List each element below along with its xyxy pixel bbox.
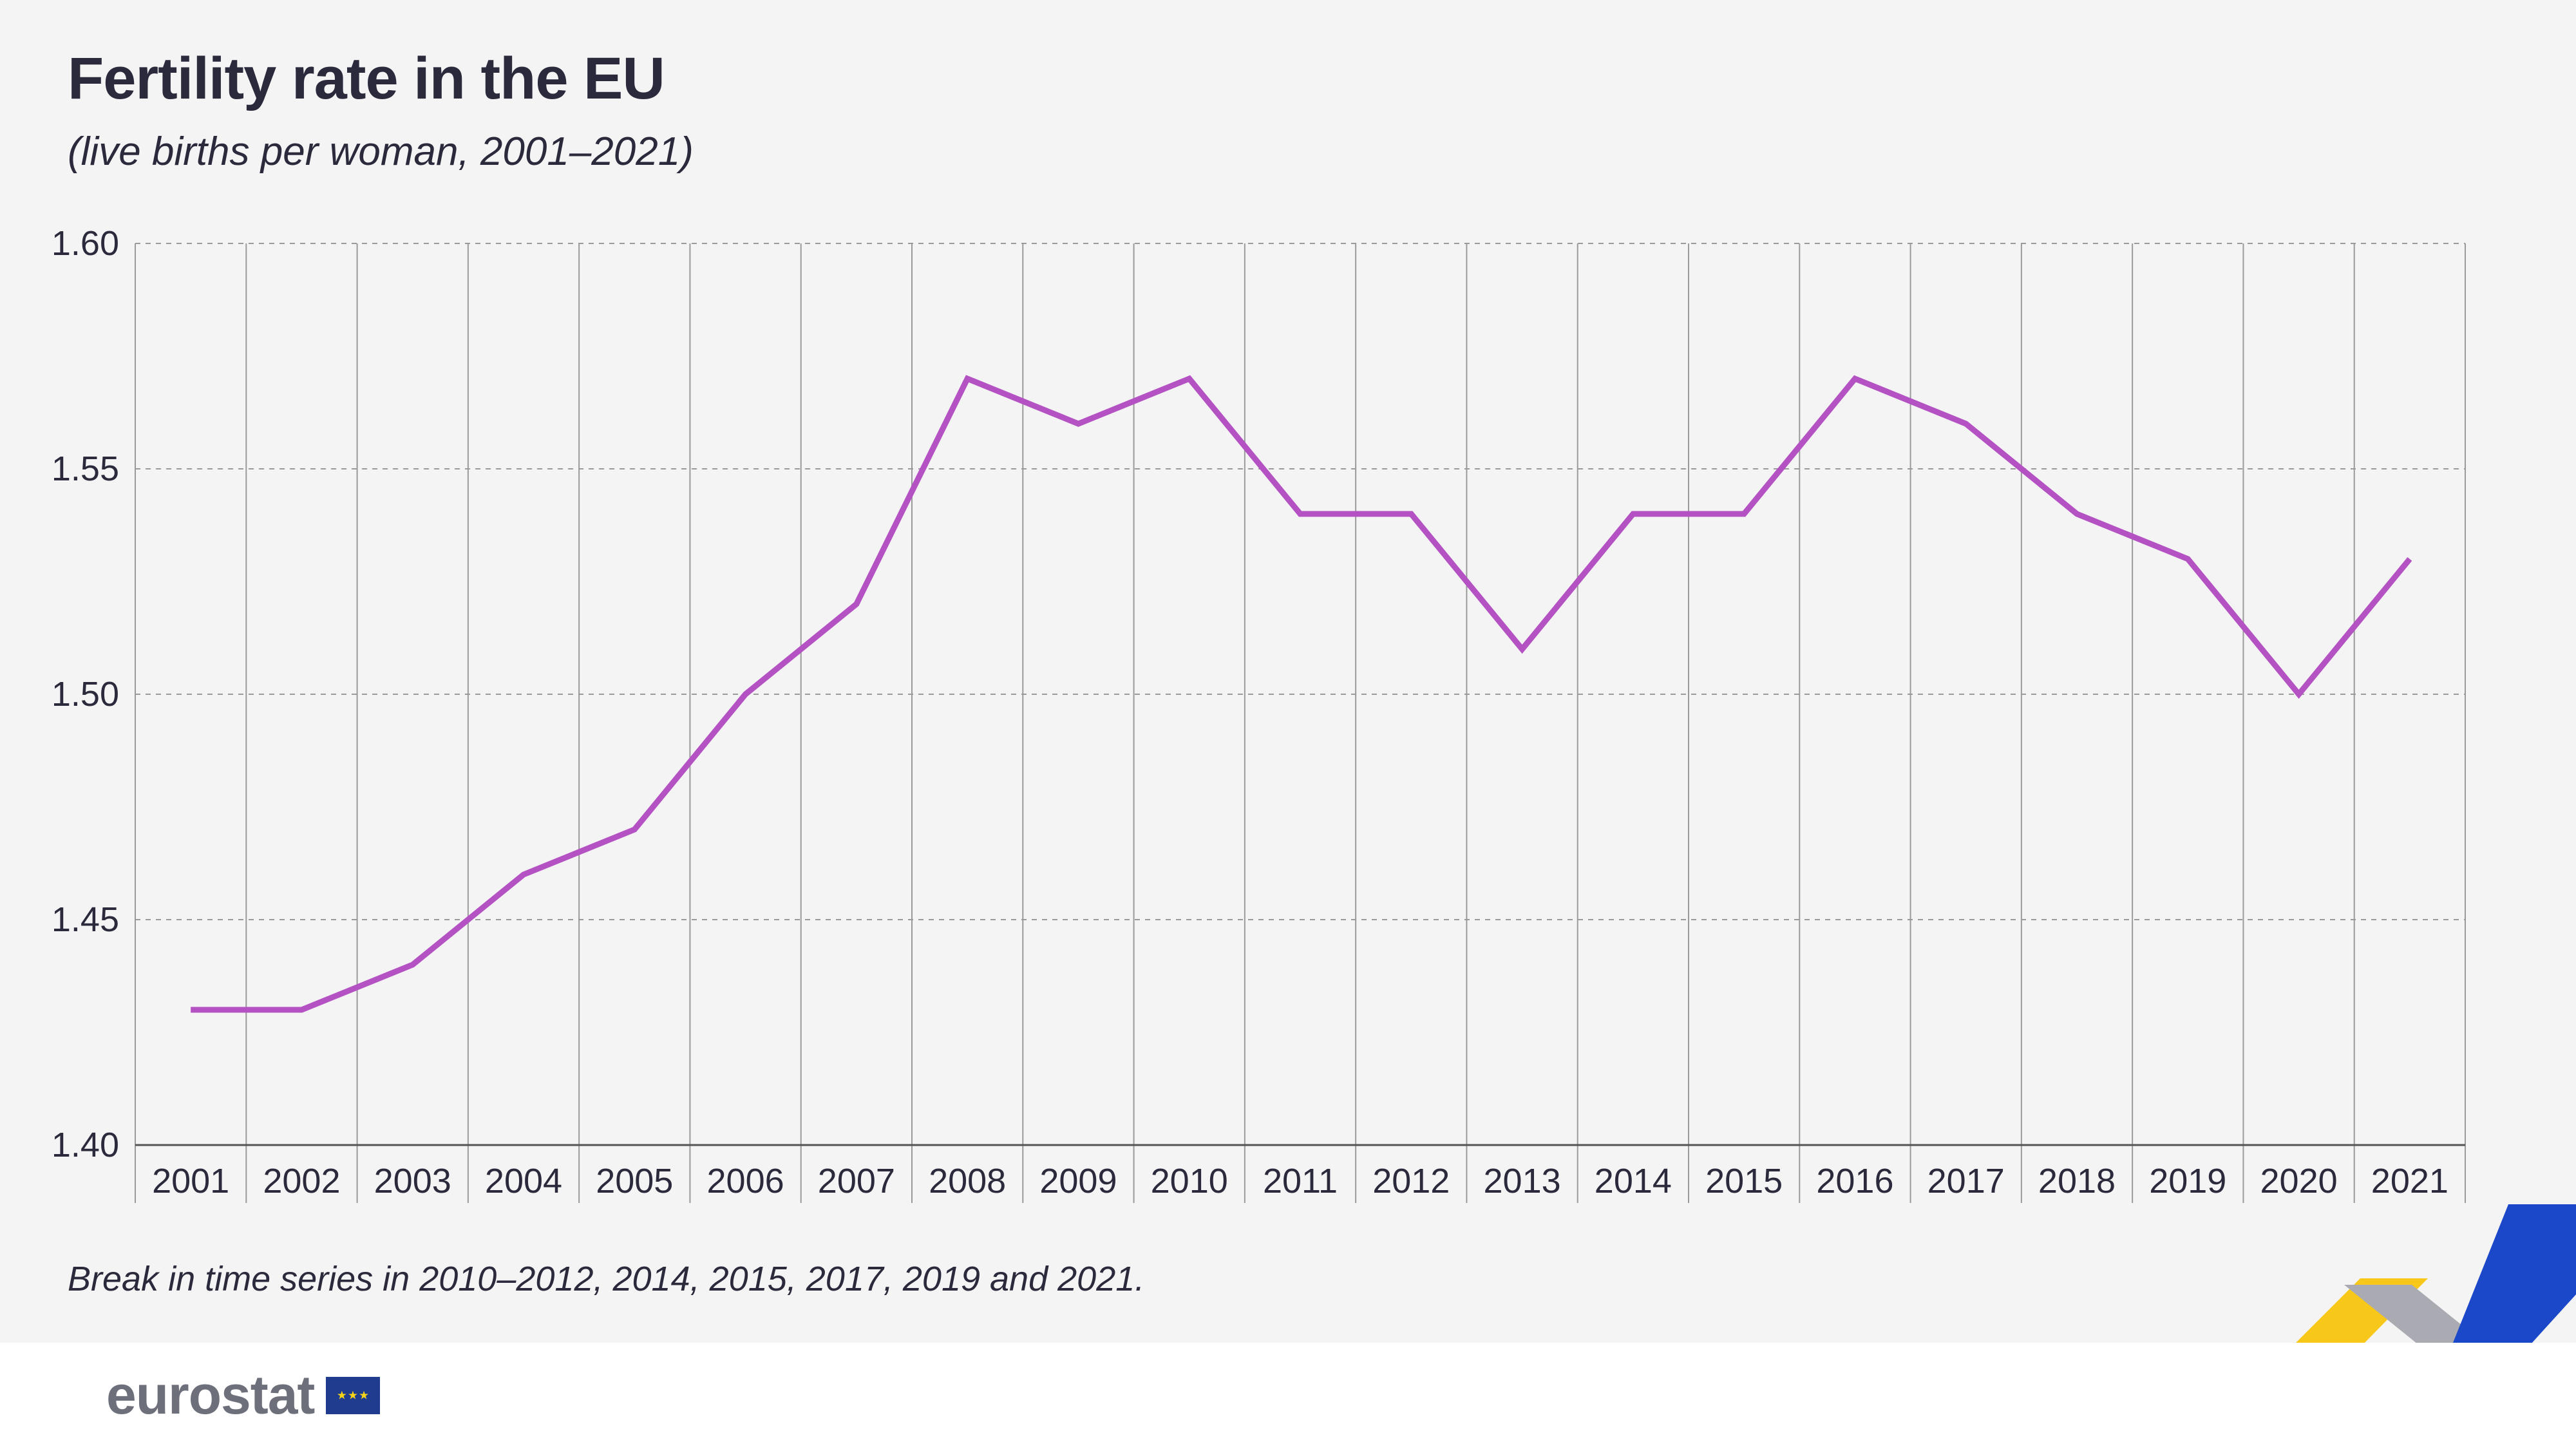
x-tick-label: 2003	[374, 1162, 451, 1200]
y-tick-label: 1.50	[52, 675, 119, 714]
x-tick-label: 2018	[2038, 1162, 2116, 1200]
x-tick-label: 2012	[1372, 1162, 1450, 1200]
y-tick-label: 1.60	[52, 224, 119, 263]
series-line	[191, 375, 2412, 1013]
x-tick-label: 2019	[2149, 1162, 2226, 1200]
footer-band	[0, 1343, 2576, 1449]
chart-footnote: Break in time series in 2010–2012, 2014,…	[68, 1260, 1145, 1298]
x-tick-label: 2005	[596, 1162, 673, 1200]
x-tick-label: 2001	[152, 1162, 229, 1200]
x-tick-label: 2021	[2371, 1162, 2448, 1200]
x-tick-label: 2016	[1816, 1162, 1893, 1200]
x-tick-label: 2004	[485, 1162, 562, 1200]
x-tick-label: 2017	[1927, 1162, 2005, 1200]
page-title: Fertility rate in the EU	[68, 46, 665, 111]
x-tick-label: 2010	[1151, 1162, 1228, 1200]
eu-flag-icon: ★★★	[326, 1376, 381, 1414]
x-tick-label: 2015	[1705, 1162, 1783, 1200]
x-tick-label: 2014	[1595, 1162, 1672, 1200]
logo-text: eurostat	[106, 1365, 315, 1425]
x-tick-label: 2020	[2260, 1162, 2338, 1200]
x-tick-label: 2008	[929, 1162, 1006, 1200]
page-subtitle: (live births per woman, 2001–2021)	[68, 129, 694, 174]
blue-stripe	[2444, 1204, 2576, 1365]
x-tick-label: 2013	[1484, 1162, 1561, 1200]
y-tick-label: 1.40	[52, 1126, 119, 1164]
x-tick-label: 2011	[1263, 1162, 1338, 1200]
x-tick-label: 2009	[1039, 1162, 1117, 1200]
eurostat-logo: eurostat ★★★	[106, 1364, 381, 1426]
x-tick-label: 2002	[263, 1162, 340, 1200]
y-tick-label: 1.45	[52, 900, 119, 939]
x-tick-label: 2007	[818, 1162, 895, 1200]
y-tick-label: 1.55	[52, 450, 119, 488]
x-tick-label: 2006	[707, 1162, 784, 1200]
